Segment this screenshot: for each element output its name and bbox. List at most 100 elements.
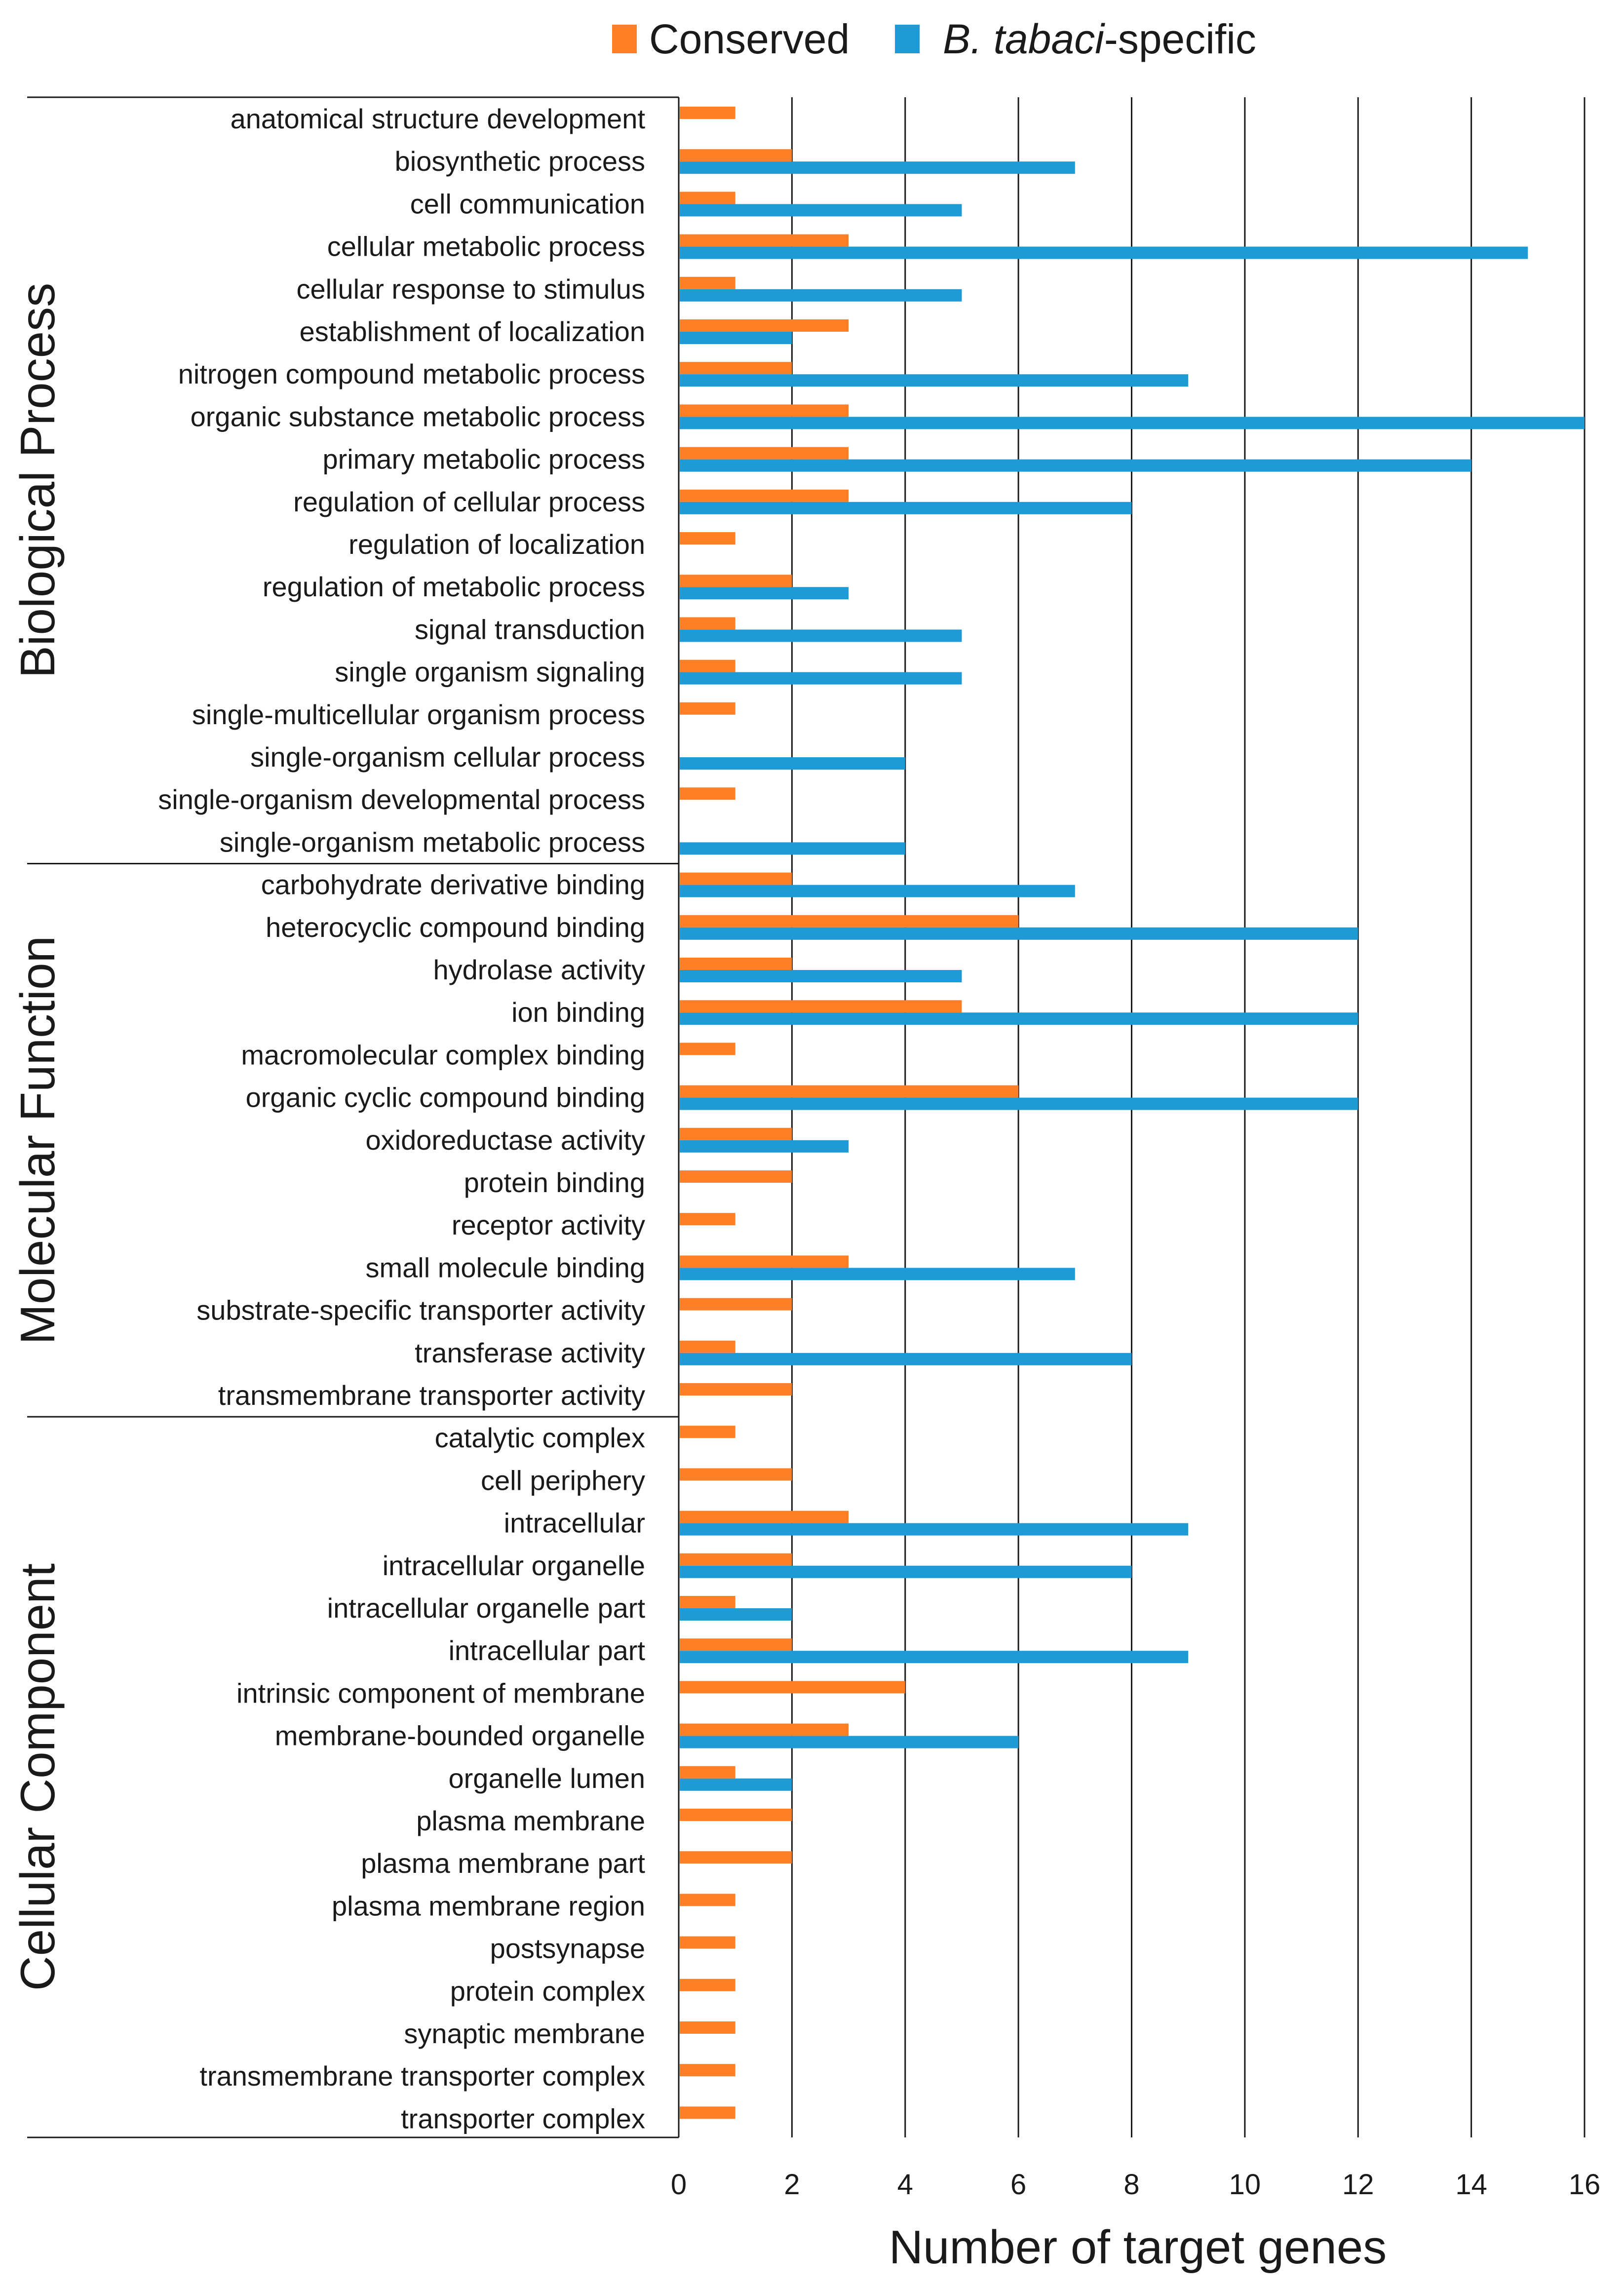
bar-btabaci-35 — [680, 1608, 792, 1621]
bar-btabaci-1 — [680, 161, 1075, 174]
bar-conserved-37 — [680, 1681, 905, 1694]
legend-swatch-btabaci-specific — [895, 25, 920, 53]
category-label-4: cellular response to stimulus — [296, 273, 645, 305]
category-label-5: establishment of localization — [300, 316, 645, 347]
bar-conserved-6 — [680, 362, 792, 375]
category-label-27: small molecule binding — [365, 1252, 645, 1283]
bar-btabaci-7 — [680, 417, 1585, 429]
bar-conserved-23 — [680, 1085, 1019, 1098]
x-tick-label-2: 2 — [784, 2169, 800, 2201]
legend-swatch-conserved — [612, 25, 637, 53]
category-label-25: protein binding — [464, 1167, 645, 1198]
bar-conserved-43 — [680, 1936, 735, 1949]
group-label-0: Biological Process — [10, 283, 65, 678]
category-label-35: intracellular organelle part — [327, 1592, 646, 1624]
x-tick-label-6: 6 — [1010, 2169, 1026, 2201]
category-label-33: intracellular — [504, 1508, 645, 1539]
bar-conserved-36 — [680, 1638, 792, 1651]
category-label-30: transmembrane transporter activity — [218, 1380, 645, 1411]
bar-conserved-4 — [680, 276, 735, 289]
bar-conserved-11 — [680, 575, 792, 587]
category-label-15: single-organism cellular process — [250, 741, 645, 773]
bar-conserved-9 — [680, 489, 849, 502]
bar-conserved-32 — [680, 1468, 792, 1481]
legend-label-italic-part: B. tabaci — [943, 16, 1105, 62]
x-axis-title: Number of target genes — [889, 2221, 1387, 2274]
category-label-7: organic substance metabolic process — [191, 401, 645, 432]
category-label-13: single organism signaling — [335, 657, 645, 688]
bar-conserved-26 — [680, 1213, 735, 1226]
category-label-32: cell periphery — [481, 1465, 645, 1496]
bar-conserved-39 — [680, 1766, 735, 1779]
bar-conserved-21 — [680, 1000, 962, 1013]
tick-layer: 0 2 4 6 8 10 12 14 16 — [671, 2169, 1600, 2201]
category-label-34: intracellular organelle — [383, 1550, 645, 1581]
bar-btabaci-39 — [680, 1778, 792, 1791]
bar-btabaci-24 — [680, 1140, 849, 1153]
category-label-20: hydrolase activity — [433, 954, 645, 985]
bar-conserved-0 — [680, 107, 735, 119]
bar-conserved-27 — [680, 1255, 849, 1268]
bar-conserved-10 — [680, 532, 735, 544]
category-label-10: regulation of localization — [348, 529, 645, 560]
category-label-47: transporter complex — [401, 2103, 645, 2134]
x-tick-label-0: 0 — [671, 2169, 687, 2201]
bar-btabaci-2 — [680, 204, 962, 217]
category-label-19: heterocyclic compound binding — [266, 912, 645, 943]
bar-conserved-40 — [680, 1809, 792, 1821]
category-label-39: organelle lumen — [449, 1763, 645, 1794]
category-label-1: biosynthetic process — [395, 146, 645, 177]
bar-btabaci-13 — [680, 672, 962, 685]
bar-btabaci-34 — [680, 1565, 1132, 1578]
bar-btabaci-9 — [680, 502, 1132, 514]
bar-btabaci-36 — [680, 1651, 1189, 1664]
bar-conserved-33 — [680, 1511, 849, 1523]
bar-conserved-7 — [680, 404, 849, 417]
category-label-24: oxidoreductase activity — [365, 1124, 645, 1156]
bar-conserved-45 — [680, 2021, 735, 2034]
bar-conserved-1 — [680, 149, 792, 162]
bar-btabaci-29 — [680, 1353, 1132, 1365]
bar-conserved-47 — [680, 2106, 735, 2119]
bar-btabaci-23 — [680, 1097, 1358, 1110]
bar-conserved-18 — [680, 872, 792, 885]
category-label-6: nitrogen compound metabolic process — [178, 358, 645, 389]
bar-conserved-34 — [680, 1553, 792, 1566]
group-layer: Biological Process Molecular Function Cell… — [10, 283, 65, 1991]
bar-btabaci-12 — [680, 629, 962, 642]
category-label-8: primary metabolic process — [322, 444, 645, 475]
bar-btabaci-6 — [680, 374, 1189, 387]
bar-conserved-20 — [680, 958, 792, 970]
legend: Conserved B. tabaci-specific — [612, 16, 1256, 62]
grid-layer — [791, 97, 1585, 2137]
bar-layer — [680, 107, 1585, 2119]
category-label-3: cellular metabolic process — [327, 231, 645, 262]
category-label-42: plasma membrane region — [332, 1890, 645, 1921]
x-tick-label-4: 4 — [897, 2169, 913, 2201]
category-label-38: membrane-bounded organelle — [275, 1720, 645, 1751]
category-label-28: substrate-specific transporter activity — [196, 1295, 645, 1326]
category-label-11: regulation of metabolic process — [263, 571, 645, 602]
bar-btabaci-3 — [680, 246, 1528, 259]
bar-conserved-2 — [680, 192, 735, 204]
bar-btabaci-19 — [680, 927, 1358, 940]
bar-conserved-8 — [680, 447, 849, 460]
bar-conserved-16 — [680, 787, 735, 800]
category-label-31: catalytic complex — [435, 1422, 645, 1453]
category-label-23: organic cyclic compound binding — [246, 1082, 645, 1113]
category-label-0: anatomical structure development — [231, 103, 646, 134]
bar-conserved-3 — [680, 234, 849, 247]
legend-label-suffix: -specific — [1104, 16, 1256, 62]
x-tick-label-14: 14 — [1455, 2169, 1487, 2201]
bar-conserved-29 — [680, 1340, 735, 1353]
category-label-46: transmembrane transporter complex — [199, 2060, 645, 2092]
category-label-21: ion binding — [511, 997, 645, 1028]
bar-conserved-42 — [680, 1894, 735, 1906]
bar-btabaci-15 — [680, 757, 905, 770]
bar-conserved-38 — [680, 1723, 849, 1736]
category-label-12: signal transduction — [415, 614, 645, 645]
bar-conserved-41 — [680, 1851, 792, 1864]
category-label-43: postsynapse — [490, 1933, 645, 1964]
bar-btabaci-33 — [680, 1523, 1189, 1536]
bar-conserved-31 — [680, 1426, 735, 1438]
